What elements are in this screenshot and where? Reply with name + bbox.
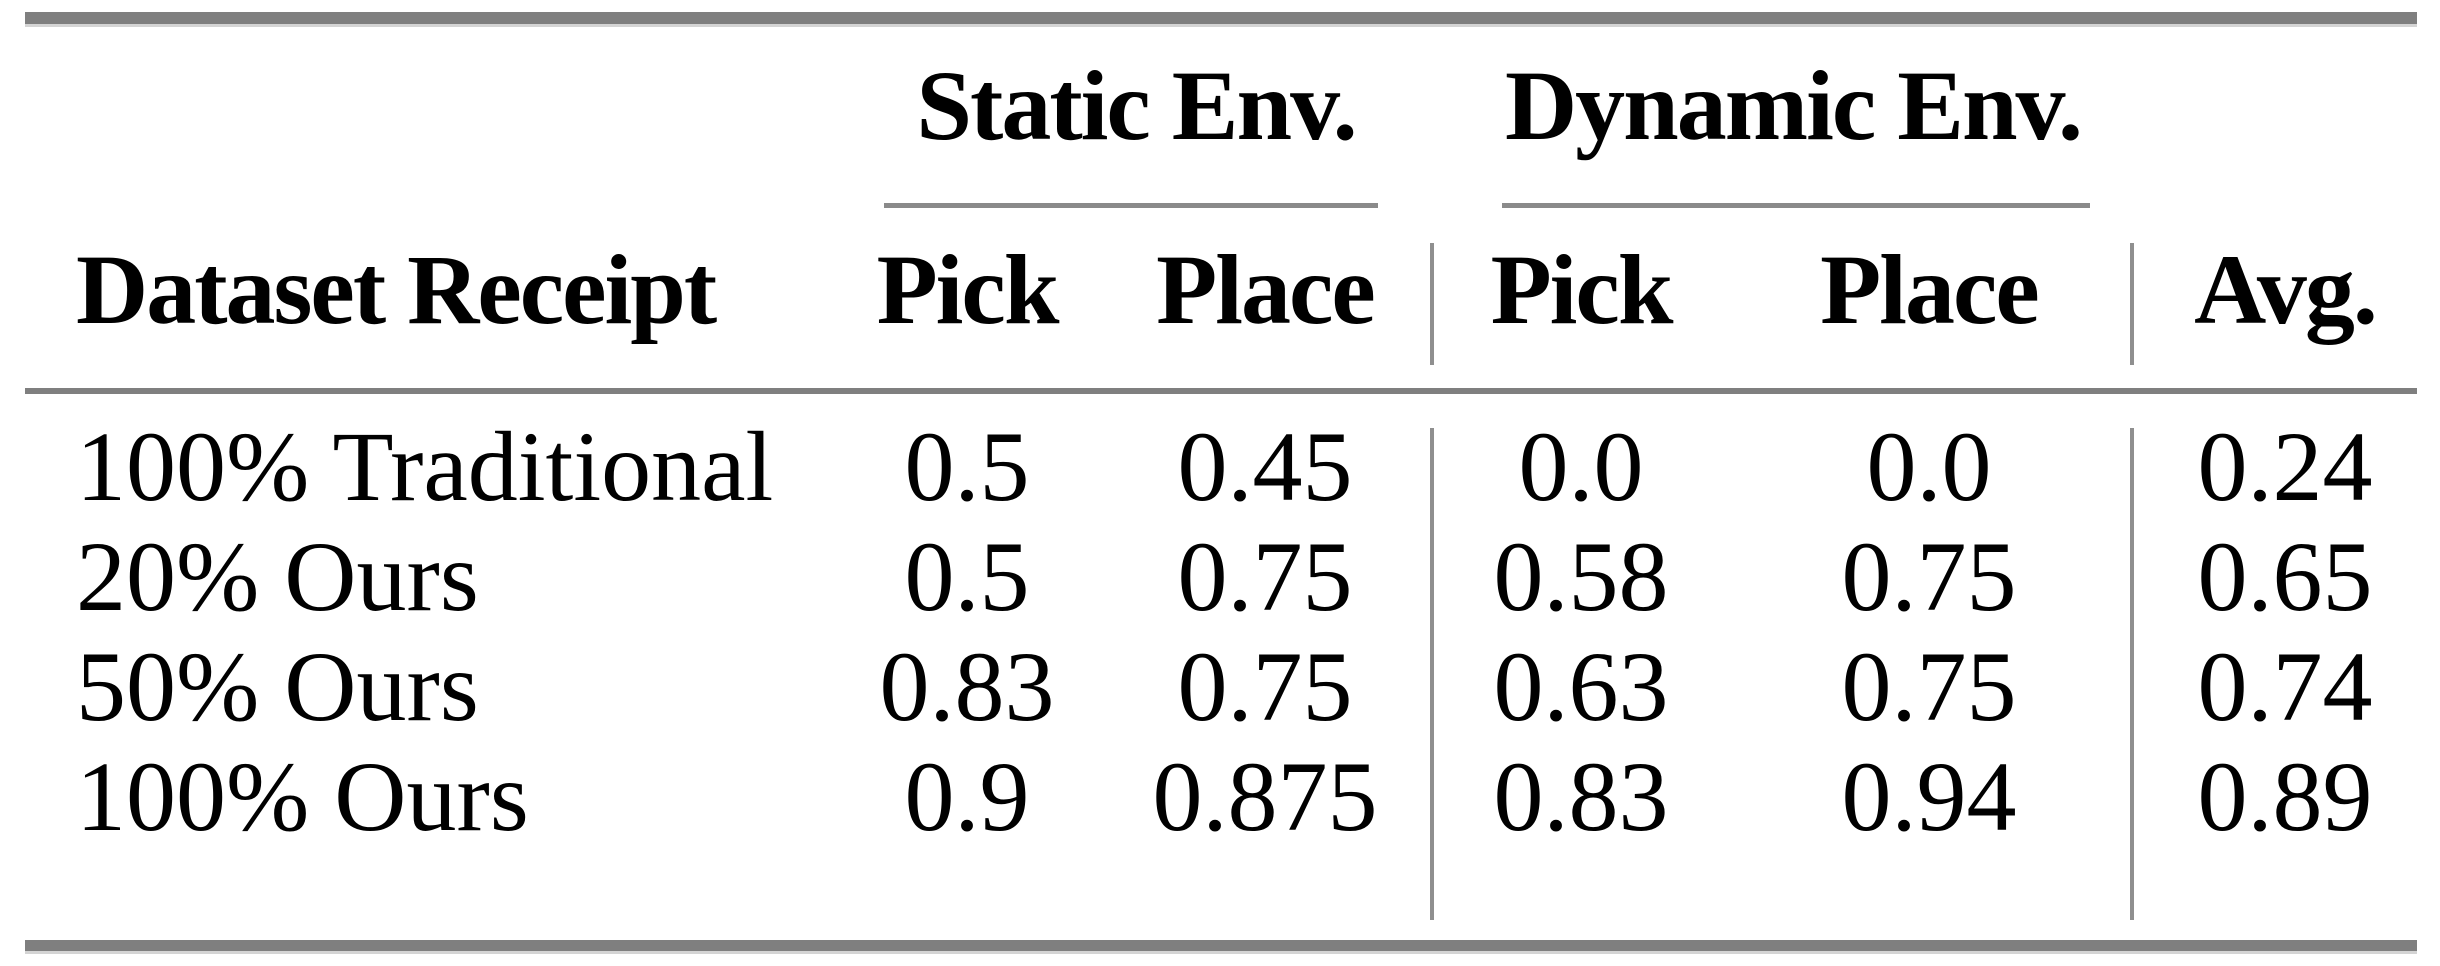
cell-avg: 0.74 xyxy=(2197,631,2373,742)
column-header-static-place: Place xyxy=(1156,234,1376,345)
row-label: 50% Ours xyxy=(76,631,479,742)
cell-dynamic-place: 0.75 xyxy=(1841,631,2017,742)
cell-static-pick: 0.9 xyxy=(904,741,1030,852)
column-header-dataset-receipt: Dataset Receipt xyxy=(76,234,717,345)
cell-dynamic-pick: 0.0 xyxy=(1518,411,1644,522)
cell-dynamic-place: 0.75 xyxy=(1841,521,2017,632)
cell-avg: 0.24 xyxy=(2197,411,2373,522)
cell-static-pick: 0.5 xyxy=(904,411,1030,522)
table-bottom-rule-shadow xyxy=(25,951,2417,954)
table-top-rule-shadow xyxy=(25,24,2417,27)
cell-static-place: 0.45 xyxy=(1177,411,1353,522)
cell-dynamic-pick: 0.58 xyxy=(1493,521,1669,632)
cell-dynamic-place: 0.94 xyxy=(1841,741,2017,852)
body-vertical-rule-1 xyxy=(1430,428,1434,920)
column-header-avg: Avg. xyxy=(2194,234,2378,345)
column-group-dynamic-env: Dynamic Env. xyxy=(1504,50,2083,161)
table-bottom-rule xyxy=(25,940,2417,951)
header-vertical-rule-1 xyxy=(1430,243,1434,365)
column-header-static-pick: Pick xyxy=(876,234,1060,345)
row-label: 20% Ours xyxy=(76,521,479,632)
table-header-rule xyxy=(25,388,2417,394)
cell-dynamic-pick: 0.63 xyxy=(1493,631,1669,742)
cell-static-pick: 0.83 xyxy=(879,631,1055,742)
cell-static-pick: 0.5 xyxy=(904,521,1030,632)
body-vertical-rule-2 xyxy=(2130,428,2134,920)
cell-avg: 0.89 xyxy=(2197,741,2373,852)
table-top-rule xyxy=(25,12,2417,24)
cell-static-place: 0.75 xyxy=(1177,631,1353,742)
cell-dynamic-place: 0.0 xyxy=(1866,411,1992,522)
column-header-dynamic-pick: Pick xyxy=(1490,234,1674,345)
cell-dynamic-pick: 0.83 xyxy=(1493,741,1669,852)
column-group-static-env: Static Env. xyxy=(916,50,1357,161)
column-header-dynamic-place: Place xyxy=(1820,234,2040,345)
row-label: 100% Ours xyxy=(76,741,529,852)
cell-static-place: 0.75 xyxy=(1177,521,1353,632)
cell-avg: 0.65 xyxy=(2197,521,2373,632)
dynamic-env-cmidrule xyxy=(1502,203,2090,208)
row-label: 100% Traditional xyxy=(76,411,774,522)
cell-static-place: 0.875 xyxy=(1152,741,1378,852)
static-env-cmidrule xyxy=(884,203,1378,208)
header-vertical-rule-2 xyxy=(2130,243,2134,365)
